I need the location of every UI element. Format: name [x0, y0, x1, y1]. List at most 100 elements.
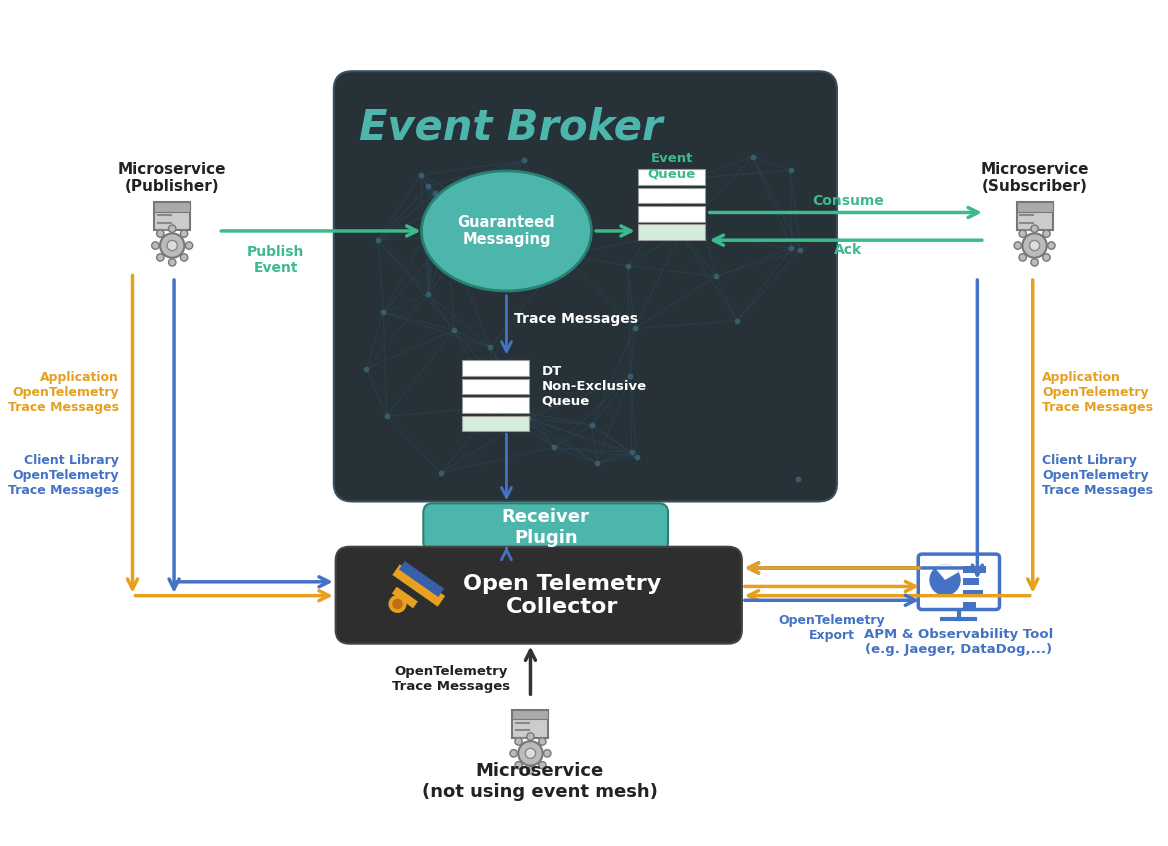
- Point: [439, 230, 458, 244]
- Point: [588, 456, 606, 470]
- Point: [411, 168, 430, 182]
- Text: DT
Non-Exclusive
Queue: DT Non-Exclusive Queue: [542, 365, 647, 408]
- Bar: [1016, 202, 1052, 212]
- FancyBboxPatch shape: [423, 503, 668, 552]
- Point: [682, 172, 701, 185]
- Point: [487, 400, 506, 414]
- Point: [672, 226, 690, 239]
- Text: Event
Queue: Event Queue: [647, 152, 696, 180]
- Circle shape: [527, 766, 534, 774]
- Circle shape: [152, 242, 159, 250]
- Circle shape: [167, 240, 178, 250]
- Bar: [463, 397, 529, 413]
- Text: Microservice
(Publisher): Microservice (Publisher): [118, 162, 227, 194]
- Text: Application
OpenTelemetry
Trace Messages: Application OpenTelemetry Trace Messages: [8, 371, 119, 414]
- Point: [583, 419, 602, 432]
- Point: [728, 314, 746, 327]
- Bar: [964, 566, 986, 573]
- Bar: [639, 224, 705, 240]
- Circle shape: [392, 599, 402, 608]
- Circle shape: [543, 750, 551, 757]
- Point: [556, 248, 575, 261]
- Point: [783, 241, 801, 255]
- Point: [374, 305, 392, 319]
- Point: [627, 450, 646, 464]
- Point: [431, 201, 450, 214]
- Circle shape: [1018, 230, 1027, 238]
- Point: [621, 370, 640, 383]
- Text: Client Library
OpenTelemetry
Trace Messages: Client Library OpenTelemetry Trace Messa…: [1042, 454, 1153, 497]
- Circle shape: [1043, 230, 1050, 238]
- Point: [707, 270, 725, 283]
- Text: Microservice
(not using event mesh): Microservice (not using event mesh): [422, 762, 658, 800]
- Circle shape: [160, 233, 185, 258]
- Point: [369, 233, 388, 247]
- Circle shape: [1018, 254, 1027, 261]
- Point: [419, 287, 438, 300]
- Text: Client Library
OpenTelemetry
Trace Messages: Client Library OpenTelemetry Trace Messa…: [8, 454, 119, 497]
- Circle shape: [1043, 254, 1050, 261]
- FancyBboxPatch shape: [334, 71, 837, 502]
- Circle shape: [515, 738, 522, 745]
- Text: Receiver
Plugin: Receiver Plugin: [502, 508, 590, 547]
- Bar: [639, 169, 705, 184]
- Circle shape: [1022, 233, 1047, 258]
- Bar: [154, 202, 190, 212]
- Bar: [964, 602, 976, 608]
- Point: [481, 340, 500, 354]
- Point: [481, 205, 500, 218]
- Text: OpenTelemetry
Trace Messages: OpenTelemetry Trace Messages: [392, 665, 510, 693]
- Circle shape: [527, 733, 534, 740]
- Text: OpenTelemetry
Export: OpenTelemetry Export: [778, 614, 885, 642]
- Bar: [964, 591, 983, 596]
- Text: Trace Messages: Trace Messages: [514, 311, 638, 326]
- Bar: [463, 360, 529, 376]
- Circle shape: [538, 738, 545, 745]
- Point: [425, 186, 444, 200]
- Text: Guaranteed
Messaging: Guaranteed Messaging: [458, 215, 555, 247]
- Point: [519, 411, 537, 425]
- Text: Application
OpenTelemetry
Trace Messages: Application OpenTelemetry Trace Messages: [1042, 371, 1153, 414]
- Text: Consume: Consume: [812, 194, 884, 208]
- Circle shape: [180, 230, 188, 238]
- Circle shape: [538, 761, 545, 769]
- Bar: [513, 710, 549, 719]
- Point: [377, 409, 396, 423]
- Bar: [964, 578, 979, 585]
- Polygon shape: [392, 564, 445, 607]
- Ellipse shape: [422, 171, 591, 291]
- Polygon shape: [399, 561, 444, 597]
- Circle shape: [1048, 242, 1055, 250]
- Text: Event Broker: Event Broker: [359, 107, 662, 148]
- Bar: [463, 415, 529, 431]
- Circle shape: [157, 230, 164, 238]
- Circle shape: [157, 254, 164, 261]
- Circle shape: [186, 242, 193, 250]
- Circle shape: [510, 750, 517, 757]
- Bar: [1016, 202, 1052, 230]
- Text: Open Telemetry
Collector: Open Telemetry Collector: [463, 574, 661, 617]
- Point: [515, 154, 534, 168]
- Point: [623, 446, 641, 459]
- Bar: [463, 379, 529, 394]
- Point: [545, 441, 564, 454]
- Point: [618, 259, 637, 272]
- Circle shape: [168, 259, 176, 266]
- Circle shape: [519, 741, 543, 766]
- Text: Microservice
(Subscriber): Microservice (Subscriber): [980, 162, 1089, 194]
- Point: [419, 179, 438, 193]
- Point: [625, 321, 644, 335]
- FancyBboxPatch shape: [918, 554, 1000, 609]
- Bar: [513, 710, 549, 738]
- Wedge shape: [934, 564, 959, 580]
- Point: [791, 244, 809, 257]
- Text: Publish
Event: Publish Event: [246, 244, 305, 275]
- Circle shape: [1031, 225, 1038, 233]
- Bar: [639, 206, 705, 222]
- Bar: [154, 202, 190, 230]
- Circle shape: [526, 748, 536, 759]
- Circle shape: [1014, 242, 1022, 250]
- Point: [788, 472, 807, 486]
- Circle shape: [1029, 240, 1040, 250]
- Circle shape: [180, 254, 188, 261]
